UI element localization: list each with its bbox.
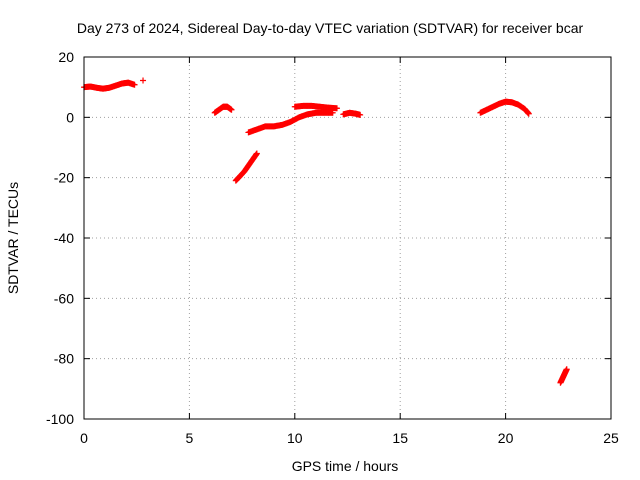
y-axis-label: SDTVAR / TECUs xyxy=(5,182,21,294)
chart-title: Day 273 of 2024, Sidereal Day-to-day VTE… xyxy=(77,20,584,36)
data-point xyxy=(131,81,138,88)
data-point xyxy=(140,77,147,84)
data-points xyxy=(81,77,570,386)
y-tick-label: -80 xyxy=(54,351,74,367)
y-tick-label: -100 xyxy=(46,411,74,427)
x-tick-label: 15 xyxy=(392,430,408,446)
y-tick-label: 20 xyxy=(58,49,74,65)
x-tick-label: 5 xyxy=(186,430,194,446)
y-tick-label: -20 xyxy=(54,170,74,186)
data-point xyxy=(357,111,364,118)
x-tick-label: 0 xyxy=(80,430,88,446)
x-tick-label: 25 xyxy=(603,430,619,446)
x-axis-ticks: 0 5 10 15 20 25 xyxy=(80,57,619,446)
y-axis-ticks: -100 -80 -60 -40 -20 0 20 xyxy=(46,49,611,427)
data-point xyxy=(563,366,570,373)
data-point xyxy=(333,105,340,112)
y-tick-label: -40 xyxy=(54,230,74,246)
data-point xyxy=(253,150,260,157)
y-tick-label: 0 xyxy=(66,109,74,125)
y-tick-label: -60 xyxy=(54,290,74,306)
data-point xyxy=(525,110,532,117)
x-axis-label: GPS time / hours xyxy=(292,458,399,474)
x-tick-label: 20 xyxy=(498,430,514,446)
x-tick-label: 10 xyxy=(287,430,303,446)
data-point xyxy=(228,106,235,113)
